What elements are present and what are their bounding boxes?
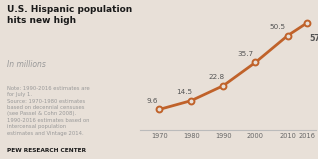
Point — [285, 34, 290, 37]
Text: 14.5: 14.5 — [176, 89, 192, 95]
Text: U.S. Hispanic population
hits new high: U.S. Hispanic population hits new high — [7, 5, 133, 24]
Point — [189, 99, 194, 102]
Point — [253, 61, 258, 64]
Text: 57.5: 57.5 — [309, 34, 318, 43]
Text: 9.6: 9.6 — [147, 98, 158, 104]
Point — [304, 22, 309, 24]
Text: 22.8: 22.8 — [208, 74, 225, 80]
Point — [221, 84, 226, 87]
Point — [157, 108, 162, 111]
Text: Note: 1990-2016 estimates are
for July 1.
Source: 1970-1980 estimates
based on d: Note: 1990-2016 estimates are for July 1… — [7, 86, 90, 136]
Text: PEW RESEARCH CENTER: PEW RESEARCH CENTER — [7, 149, 86, 153]
Text: In millions: In millions — [7, 60, 46, 69]
Text: 50.5: 50.5 — [270, 24, 286, 30]
Text: 35.7: 35.7 — [238, 51, 254, 57]
